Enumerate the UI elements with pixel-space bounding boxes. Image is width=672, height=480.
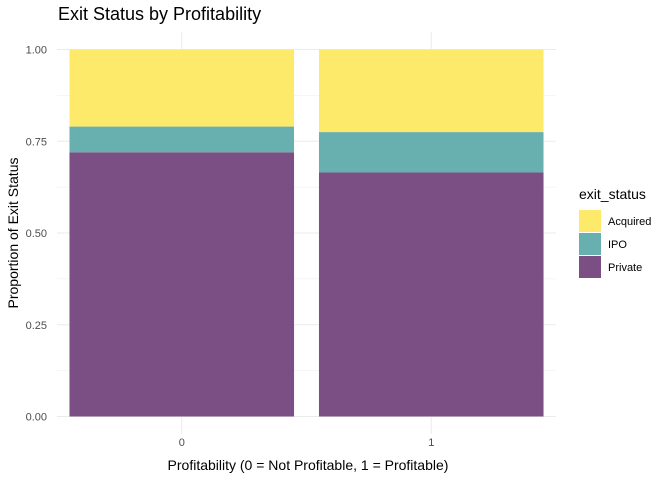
bar-private-1 [318,172,544,417]
legend-label-private: Private [608,262,642,274]
x-axis-title: Profitability (0 = Not Profitable, 1 = P… [168,457,449,473]
bar-ipo-0 [69,126,295,153]
bars [69,49,544,417]
y-tick-label: 0.50 [26,228,47,240]
legend-label-ipo: IPO [608,239,627,251]
y-tick-label: 0.00 [26,412,47,424]
bar-acquired-1 [318,49,544,133]
bar-private-0 [69,152,295,417]
y-ticks: 0.00 0.25 0.50 0.75 1.00 [26,45,47,424]
y-tick-label: 0.25 [26,320,47,332]
legend-label-acquired: Acquired [608,216,651,228]
x-tick-label: 0 [179,437,185,449]
bar-ipo-1 [318,132,544,173]
y-tick-label: 0.75 [26,136,47,148]
legend-key-private [579,256,601,278]
legend: exit_status Acquired IPO Private [579,186,651,278]
legend-key-ipo [579,233,601,255]
legend-key-acquired [579,210,601,232]
y-axis-title: Proportion of Exit Status [5,158,21,309]
chart-title: Exit Status by Profitability [58,4,261,24]
bar-acquired-0 [69,49,295,127]
legend-title: exit_status [579,186,646,202]
y-tick-label: 1.00 [26,45,47,57]
x-tick-label: 1 [428,437,434,449]
